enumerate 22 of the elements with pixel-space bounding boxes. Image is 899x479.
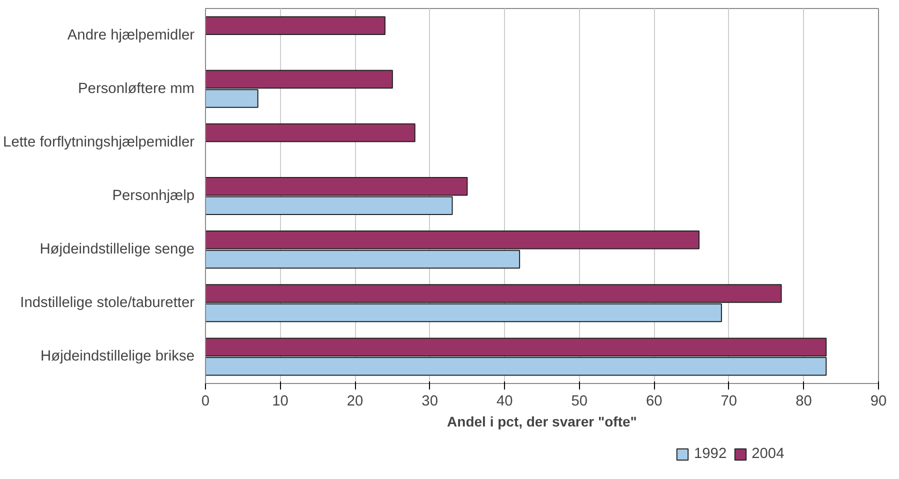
y-tick-label: Personhjælp [112,188,195,204]
legend-label: 2004 [752,446,784,462]
bar [206,16,386,36]
y-tick-label: Højdeindstillelige brikse [40,348,195,365]
y-tick-label: Indstillelige stole/taburetter [20,295,195,312]
bar [206,123,416,142]
x-tick-label: 20 [346,394,364,410]
x-tick-label: 90 [870,394,887,410]
x-tick-label: 70 [720,394,738,410]
y-tick-label: Personløftere mm [78,80,195,97]
y-tick-label: Højdeindstillelige senge [40,242,195,258]
legend-label: 1992 [694,446,727,462]
y-tick-label: Andre hjælpemidler [67,27,195,44]
x-tick-label: 0 [201,394,210,410]
x-tick-label: 60 [646,394,662,410]
x-tick-label: 40 [496,394,513,410]
y-tick-label: Lette forflytningshjælpemidler [3,134,195,150]
x-tick-label: 80 [796,394,812,410]
x-tick-label: 10 [272,394,288,410]
x-tick-label: 30 [422,394,438,410]
x-tick-label: 50 [571,394,588,410]
x-axis-title: Andel i pct, der svarer "ofte" [447,414,637,430]
